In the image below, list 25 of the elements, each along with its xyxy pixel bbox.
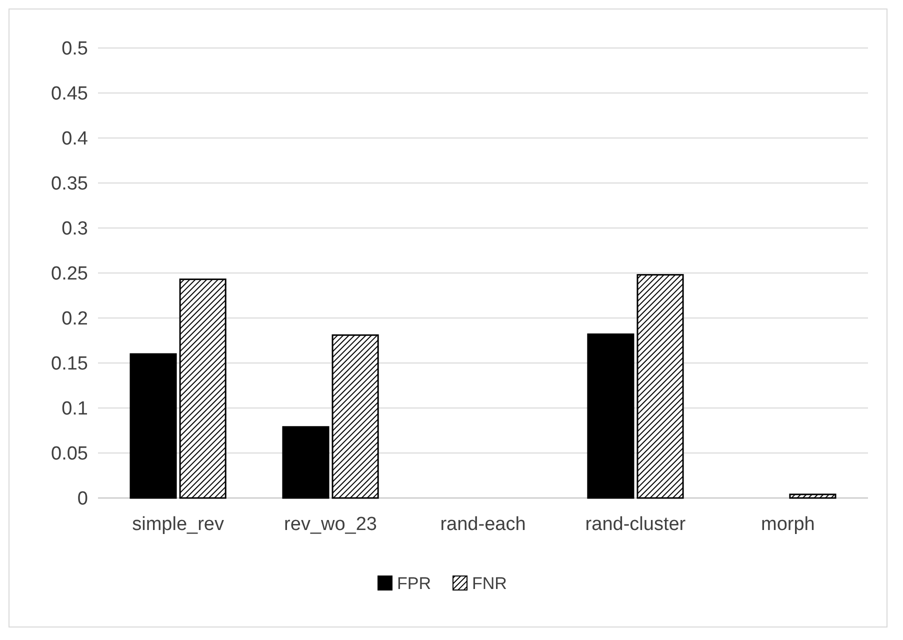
x-tick-label: rand-cluster [585,514,686,535]
bar [130,353,177,499]
y-tick-label: 0.1 [62,398,88,420]
x-tick-label: rand-each [440,514,526,535]
y-tick-label: 0.45 [51,84,88,105]
legend-label: FPR [397,574,431,593]
y-tick-label: 0 [77,488,88,510]
bar [636,274,684,499]
y-tick-label: 0.4 [62,128,88,150]
bar [587,333,634,499]
y-tick-label: 0.3 [62,218,88,240]
x-tick-label: morph [761,514,815,535]
y-tick-label: 0.25 [51,264,88,285]
x-tick-label: rev_wo_23 [284,514,377,535]
bar [332,334,379,499]
legend-label: FNR [472,574,507,593]
y-tick-label: 0.35 [51,174,88,195]
x-tick-label: simple_rev [132,514,224,535]
bar [789,494,836,499]
y-tick-label: 0.05 [51,444,88,465]
bar [179,278,226,499]
y-tick-label: 0.15 [51,354,88,375]
y-tick-label: 0.2 [62,308,88,330]
y-tick-label: 0.5 [62,38,88,60]
bar [282,426,330,499]
